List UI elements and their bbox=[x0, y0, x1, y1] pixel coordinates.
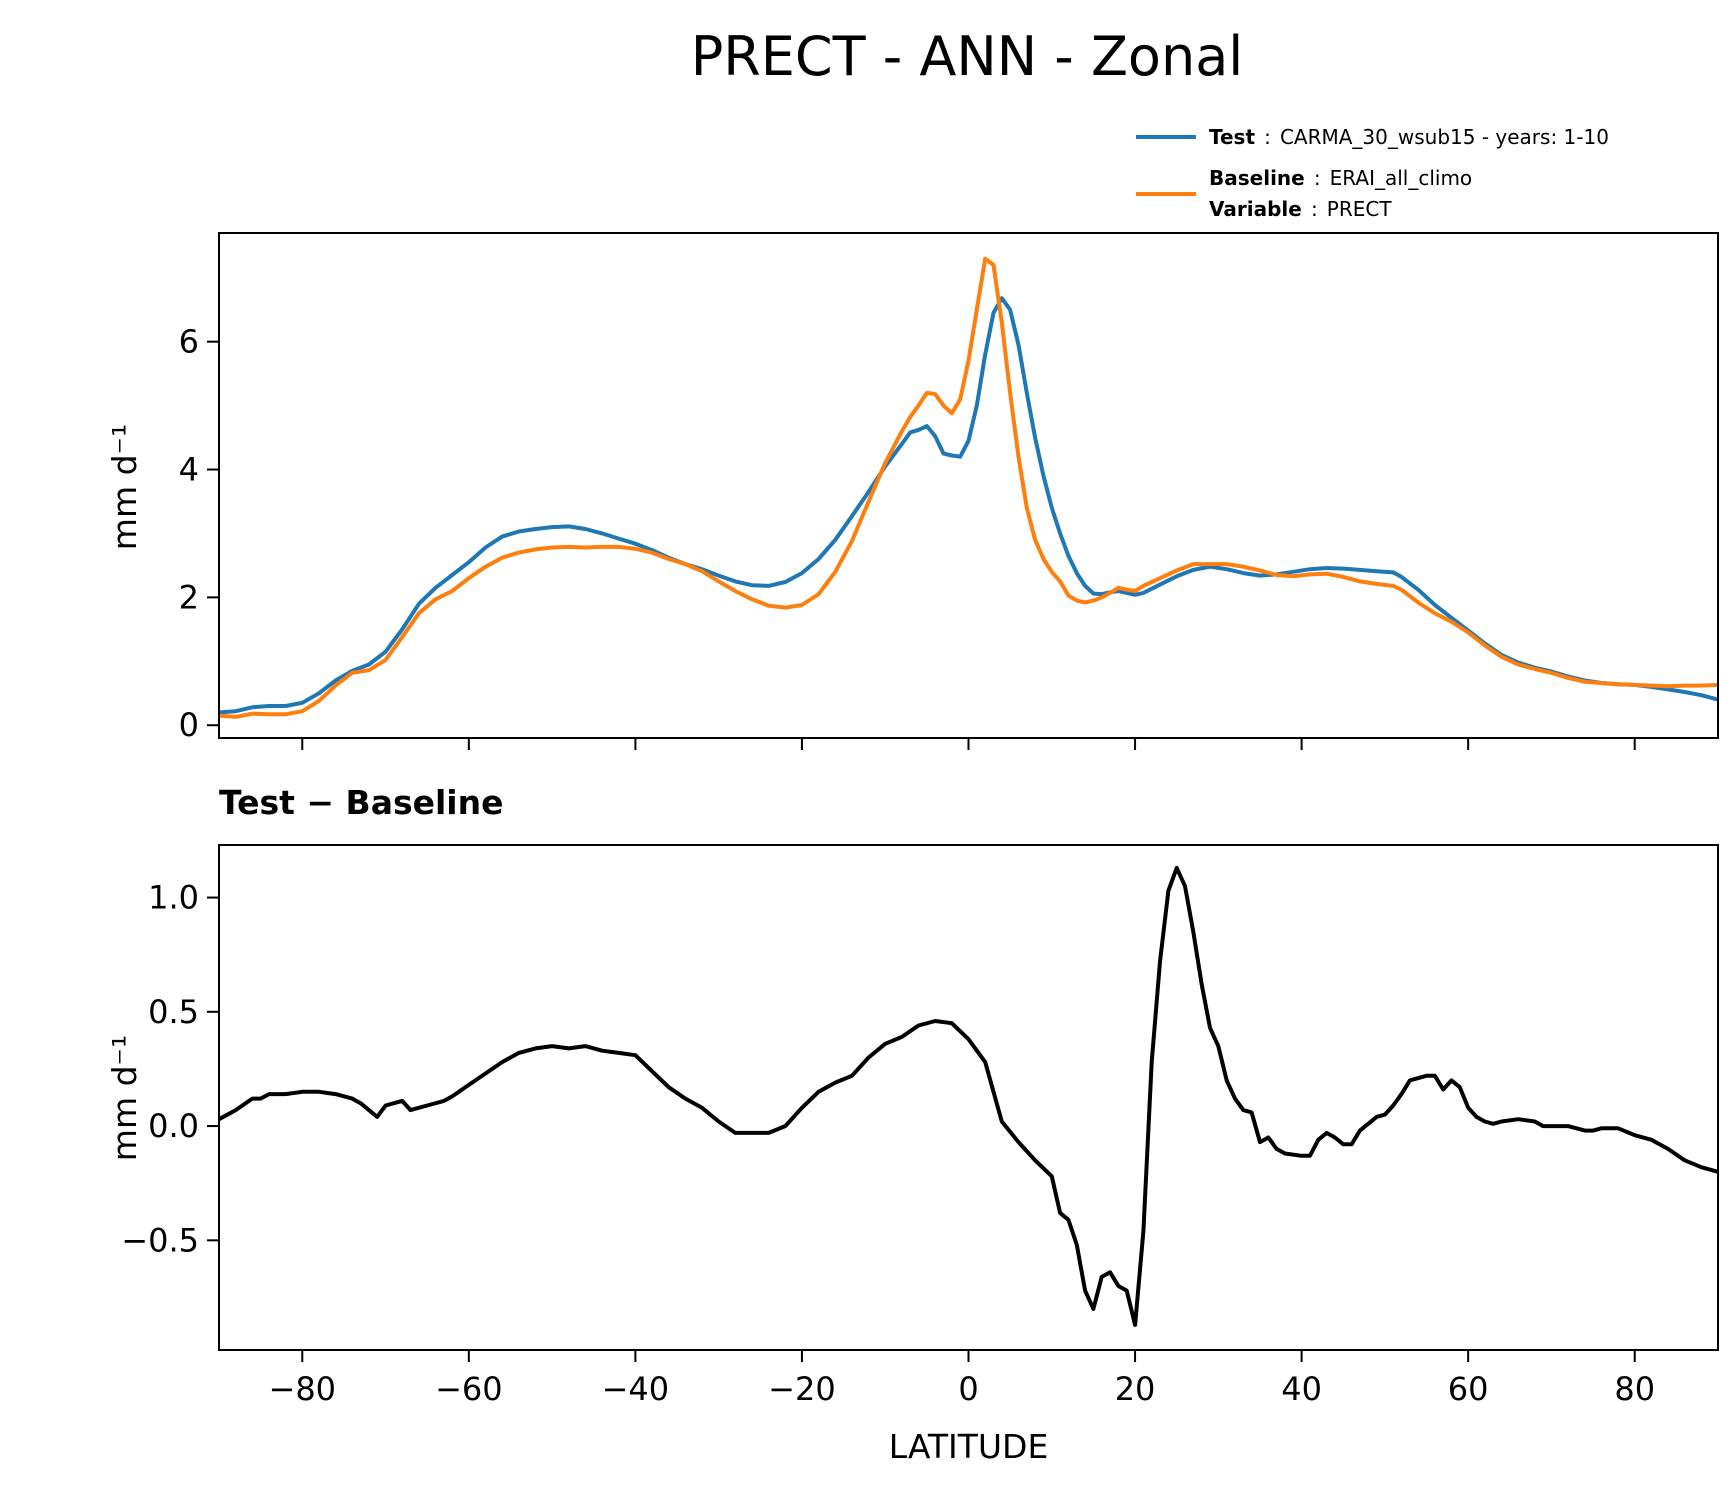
legend-test-text: Test : CARMA_30_wsub15 - years: 1-10 bbox=[1209, 125, 1609, 149]
legend-variable-sep: : bbox=[1311, 197, 1318, 221]
legend: Test : CARMA_30_wsub15 - years: 1-10 Bas… bbox=[1136, 125, 1609, 221]
legend-baseline-value: ERAI_all_climo bbox=[1330, 166, 1473, 190]
diff-ylabel: mm d⁻¹ bbox=[105, 1035, 144, 1161]
legend-baseline-text: Baseline : ERAI_all_climo bbox=[1209, 166, 1472, 190]
legend-variable-key: Variable bbox=[1209, 197, 1302, 221]
zonal-ylabel: mm d⁻¹ bbox=[105, 424, 144, 550]
legend-test-key: Test bbox=[1209, 125, 1255, 149]
diff-xtick-label: −80 bbox=[269, 1370, 337, 1408]
legend-baseline-sep: : bbox=[1314, 166, 1321, 190]
diff-series-test-baseline bbox=[219, 865, 1718, 1327]
diff-xtick-label: 80 bbox=[1614, 1370, 1655, 1408]
legend-variable-text: Variable : PRECT bbox=[1209, 197, 1392, 221]
zonal-ytick-label: 6 bbox=[179, 323, 199, 361]
diff-xtick-label: 0 bbox=[958, 1370, 978, 1408]
diff-xlabel: LATITUDE bbox=[889, 1427, 1049, 1466]
panel-difference: −80 −60 −40 −20 0 20 40 60 80 −0.5 0.0 0.5 1.0 mm d⁻¹… bbox=[105, 844, 1719, 1466]
diff-xtick-label: 20 bbox=[1115, 1370, 1156, 1408]
panel-zonal-mean: 0 2 4 6 mm d⁻¹ bbox=[105, 232, 1719, 750]
diff-ytick-label: 0.0 bbox=[148, 1107, 199, 1145]
diff-xtick-label: −40 bbox=[602, 1370, 670, 1408]
diff-xtick-label: −60 bbox=[435, 1370, 503, 1408]
diff-ytick-label: 0.5 bbox=[148, 993, 199, 1031]
diff-ytick-label: 1.0 bbox=[148, 879, 199, 917]
legend-test-value: CARMA_30_wsub15 - years: 1-10 bbox=[1280, 125, 1609, 149]
legend-baseline-key: Baseline bbox=[1209, 166, 1305, 190]
zonal-ytick-label: 2 bbox=[179, 578, 199, 616]
diff-ytick-label: −0.5 bbox=[121, 1221, 199, 1259]
diff-xtick-label: −20 bbox=[768, 1370, 836, 1408]
diff-xtick-label: 40 bbox=[1281, 1370, 1322, 1408]
diff-panel-title: Test − Baseline bbox=[219, 783, 504, 822]
figure-title: PRECT - ANN - Zonal bbox=[691, 25, 1244, 88]
zonal-ytick-label: 0 bbox=[179, 706, 199, 744]
zonal-ytick-label: 4 bbox=[179, 451, 199, 489]
zonal-series-baseline bbox=[219, 256, 1718, 719]
legend-variable-value: PRECT bbox=[1327, 197, 1393, 221]
diff-xtick-label: 60 bbox=[1448, 1370, 1489, 1408]
legend-test-sep: : bbox=[1264, 125, 1271, 149]
